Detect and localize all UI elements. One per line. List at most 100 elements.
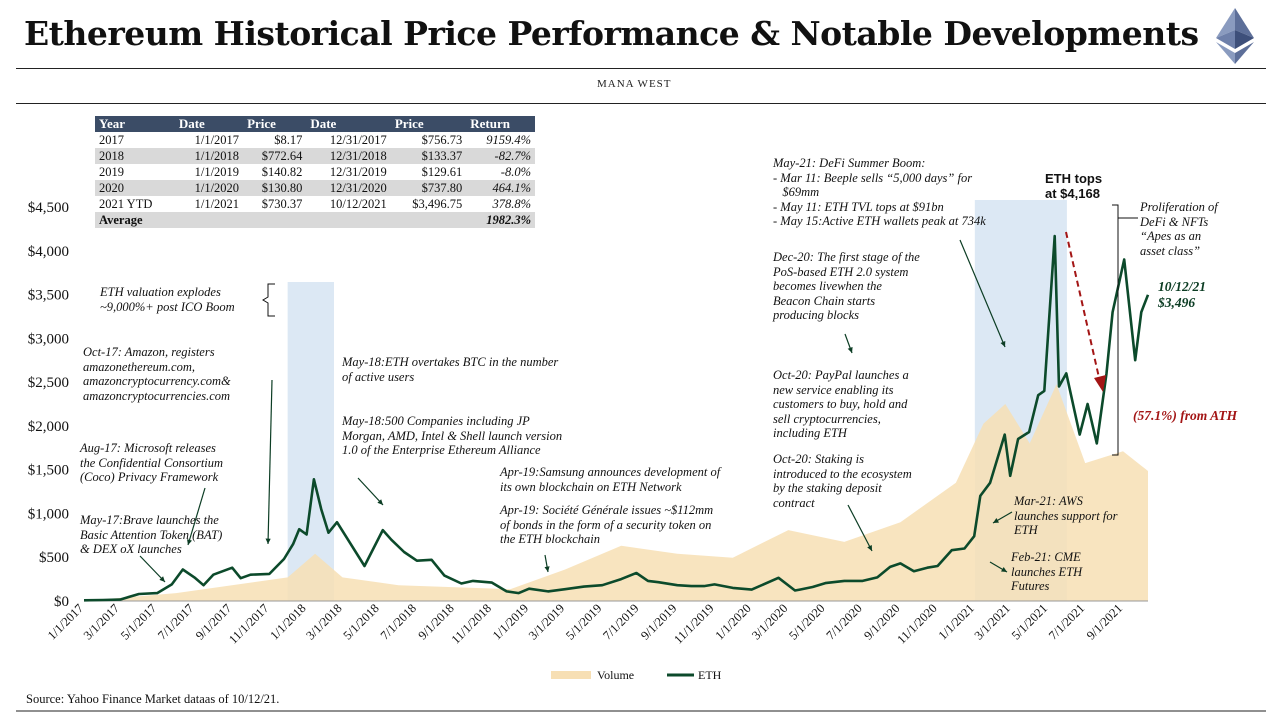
x-tick-label: 11/1/2019 <box>671 601 716 646</box>
annotation-pointer-head <box>159 576 165 582</box>
table-cell: $8.17 <box>274 132 303 147</box>
shaded-period <box>287 282 334 601</box>
title-rule <box>16 68 1266 69</box>
table-cell: $3,496.75 <box>412 196 463 211</box>
y-tick-label: $2,500 <box>28 375 69 391</box>
x-tick-label: 3/1/2017 <box>81 601 122 642</box>
table-cell: 10/12/2021 <box>329 196 387 211</box>
note-oct17: Oct-17: Amazon, registers amazonethereum… <box>83 345 231 403</box>
table-cell: 2018 <box>95 148 175 164</box>
note-dec20: Dec-20: The first stage of the PoS-based… <box>773 250 920 322</box>
x-tick-label: 11/1/2020 <box>894 601 939 646</box>
col-header: Date <box>306 116 391 132</box>
annotation-pointer <box>959 239 1006 348</box>
note-oct20-paypal: Oct-20: PayPal launches a new service en… <box>773 368 909 440</box>
x-tick-label: 1/1/2020 <box>712 601 753 642</box>
y-tick-label: $500 <box>39 550 69 566</box>
source-note: Source: Yahoo Finance Market dataas of 1… <box>26 692 280 706</box>
annotation-pointer-head <box>1000 341 1006 347</box>
note-may18-users: May-18:ETH overtakes BTC in the number o… <box>342 355 559 384</box>
table-cell: 12/31/2018 <box>306 148 391 164</box>
table-average-row: Average 1982.3% <box>95 212 535 228</box>
note-oct20-staking: Oct-20: Staking is introduced to the eco… <box>773 452 912 510</box>
note-may21-defi: May-21: DeFi Summer Boom: - Mar 11: Beep… <box>773 156 986 228</box>
y-tick-label: $1,500 <box>28 463 69 479</box>
annotation-pointer <box>187 487 206 546</box>
note-from-ath: (57.1%) from ATH <box>1133 408 1238 423</box>
col-header: Price <box>390 116 467 132</box>
x-tick-label: 3/1/2021 <box>972 601 1013 642</box>
table-cell: 2019 <box>99 164 124 179</box>
table-cell: 1/1/2021 <box>194 196 240 211</box>
table-cell: 1/1/2019 <box>194 164 240 179</box>
table-cell: $756.73 <box>421 132 463 147</box>
y-tick-label: $0 <box>54 594 69 610</box>
drawdown-arrowhead <box>1094 375 1106 392</box>
table-cell: 1/1/2017 <box>194 132 240 147</box>
note-defi-nft: Proliferation of DeFi & NFTs “Apes as an… <box>1140 200 1218 258</box>
note-feb21-cme: Feb-21: CME launches ETH Futures <box>1011 550 1083 593</box>
ethereum-logo-icon <box>1216 8 1254 64</box>
returns-table: Year Date Price Date Price Return 2017 1… <box>95 116 535 228</box>
note-eth-tops: ETH tops at $4,168 <box>1045 171 1103 201</box>
x-tick-label: 3/1/2018 <box>303 601 344 642</box>
table-cell: $133.37 <box>390 148 467 164</box>
legend-eth-label: ETH <box>698 668 722 682</box>
x-tick-label: 7/1/2017 <box>155 601 196 642</box>
col-header: Year <box>95 116 175 132</box>
brand-logo: MANA WEST <box>597 78 672 90</box>
annotation-pointer-head <box>377 499 383 505</box>
table-row: 2019 1/1/2019 $140.82 12/31/2019 $129.61… <box>95 164 535 180</box>
y-tick-label: $3,000 <box>28 331 69 347</box>
table-cell: 464.1% <box>466 180 535 196</box>
table-cell: -8.0% <box>500 164 531 179</box>
table-cell: 2021 YTD <box>99 196 153 211</box>
page-title: Ethereum Historical Price Performance & … <box>24 14 1199 53</box>
table-cell: 2020 <box>95 180 175 196</box>
x-tick-label: 7/1/2020 <box>823 601 864 642</box>
annotation-pointer <box>267 379 273 545</box>
x-tick-label: 1/1/2018 <box>267 601 308 642</box>
average-label: Average <box>95 212 467 228</box>
ico-bracket <box>262 283 275 317</box>
annotation-pointer-head <box>544 566 550 572</box>
annotation-pointer <box>139 555 166 583</box>
col-header: Return <box>466 116 535 132</box>
x-tick-label: 3/1/2020 <box>749 601 790 642</box>
note-apr19-samsung: Apr-19:Samsung announces development of … <box>500 465 721 494</box>
x-tick-label: 11/1/2018 <box>449 601 494 646</box>
average-value: 1982.3% <box>466 212 535 228</box>
x-tick-label: 5/1/2019 <box>563 601 604 642</box>
subtitle-rule <box>16 103 1266 104</box>
eth-price-line <box>83 234 1150 602</box>
annotation-pointer <box>847 504 873 552</box>
table-cell: 12/31/2017 <box>329 132 387 147</box>
table-row: 2017 1/1/2017 $8.17 12/31/2017 $756.73 9… <box>95 132 535 148</box>
col-header: Price <box>243 116 307 132</box>
note-may17: May-17:Brave launches the Basic Attentio… <box>80 513 223 556</box>
table-cell: 12/31/2019 <box>329 164 387 179</box>
table-cell: 2017 <box>99 132 124 147</box>
annotation-pointer-head <box>993 518 999 523</box>
y-tick-label: $3,500 <box>28 288 69 304</box>
table-cell: $772.64 <box>243 148 307 164</box>
x-tick-label: 11/1/2017 <box>226 601 271 646</box>
x-tick-label: 1/1/2021 <box>936 601 977 642</box>
x-tick-label: 7/1/2018 <box>378 601 419 642</box>
x-tick-label: 7/1/2021 <box>1046 601 1087 642</box>
table-cell: $737.80 <box>390 180 467 196</box>
table-row: 2018 1/1/2018 $772.64 12/31/2018 $133.37… <box>95 148 535 164</box>
y-tick-label: $4,000 <box>28 244 69 260</box>
annotation-pointer-head <box>1001 567 1007 572</box>
annotation-pointer-head <box>847 347 853 353</box>
note-mar21-aws: Mar-21: AWS launches support for ETH <box>1014 494 1118 537</box>
table-row: 2020 1/1/2020 $130.80 12/31/2020 $737.80… <box>95 180 535 196</box>
legend-volume-label: Volume <box>597 668 634 682</box>
annotation-pointer <box>357 477 384 506</box>
note-aug17: Aug-17: Microsoft releases the Confident… <box>80 441 224 484</box>
defi-bracket <box>1112 204 1119 456</box>
annotation-pointer-head <box>867 545 872 551</box>
x-tick-label: 5/1/2018 <box>341 601 382 642</box>
x-tick-label: 1/1/2019 <box>490 601 531 642</box>
